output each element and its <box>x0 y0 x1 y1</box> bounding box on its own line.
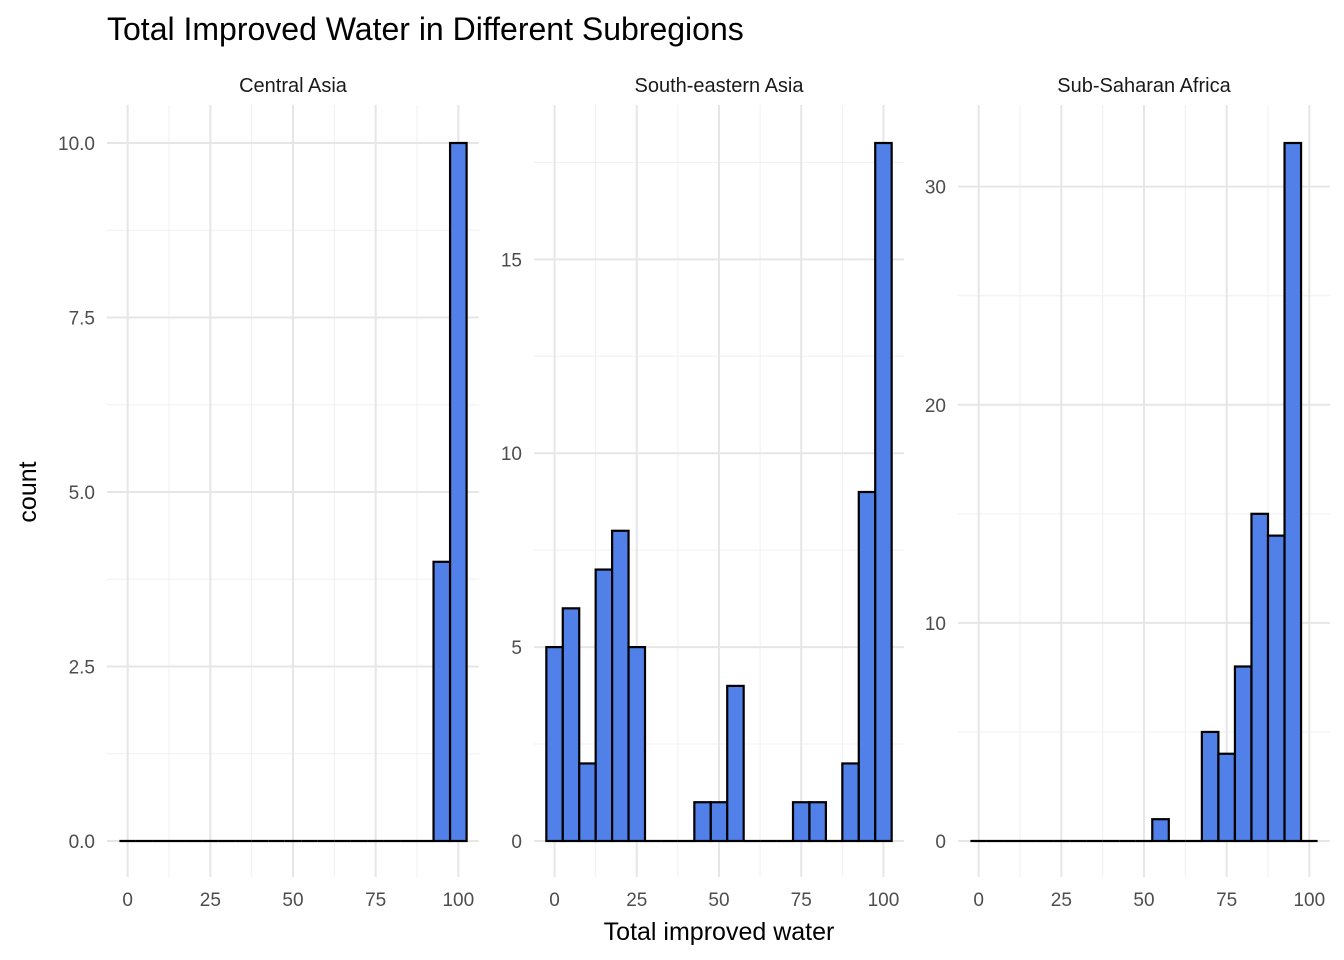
y-tick-label: 30 <box>925 178 946 199</box>
x-tick-label: 0 <box>122 890 133 911</box>
histogram-bar <box>841 762 860 843</box>
histogram-bar <box>448 141 468 843</box>
x-tick-label: 25 <box>1051 890 1072 911</box>
x-tick-label: 100 <box>868 890 900 911</box>
histogram-bar <box>874 141 893 843</box>
histogram-bar <box>1283 141 1303 843</box>
facet-strip-label: Sub-Saharan Africa <box>1057 75 1231 97</box>
x-tick-label: 75 <box>1216 890 1237 911</box>
facet-strip-label: Central Asia <box>239 75 348 97</box>
histogram-bar <box>561 607 581 843</box>
y-tick-label: 0 <box>935 832 946 853</box>
histogram-bar <box>578 762 597 843</box>
y-tick-label: 10.0 <box>58 134 95 155</box>
x-tick-label: 75 <box>365 890 386 911</box>
chart-title: Total Improved Water in Different Subreg… <box>107 11 744 47</box>
x-tick-label: 75 <box>791 890 812 911</box>
histogram-bar <box>1151 818 1170 843</box>
y-tick-label: 0.0 <box>69 832 95 853</box>
histogram-bar <box>726 684 745 843</box>
histogram-bar <box>1217 752 1237 843</box>
y-tick-label: 20 <box>925 396 946 417</box>
x-tick-label: 25 <box>626 890 647 911</box>
histogram-bar <box>1266 534 1286 843</box>
x-tick-label: 50 <box>708 890 729 911</box>
facet-strip-label: South-eastern Asia <box>635 75 805 97</box>
histogram-bar <box>594 568 614 843</box>
histogram-bar <box>611 529 630 843</box>
histogram-bar <box>545 646 564 843</box>
histogram-bar <box>857 490 877 843</box>
histogram-bar <box>791 801 811 843</box>
panel-sub-saharan-africa: Sub-Saharan Africa 0 10 20 30 0 25 50 75 100 <box>925 75 1330 911</box>
x-tick-label: 25 <box>200 890 221 911</box>
y-tick-label: 2.5 <box>69 658 95 679</box>
x-tick-label: 50 <box>1133 890 1154 911</box>
x-tick-label: 50 <box>282 890 303 911</box>
panel-south-eastern-asia: South-eastern Asia 0 5 10 15 0 25 50 75 100 <box>501 75 904 911</box>
y-tick-label: 15 <box>501 250 522 271</box>
y-tick-label: 0 <box>511 832 522 853</box>
histogram-bar <box>432 560 452 843</box>
histogram-bar <box>693 801 712 843</box>
y-tick-label: 10 <box>925 614 946 635</box>
histogram-bar <box>1200 730 1220 843</box>
x-tick-label: 100 <box>442 890 474 911</box>
histogram-bar <box>709 801 729 843</box>
x-tick-label: 0 <box>973 890 984 911</box>
histogram-bar <box>1250 512 1270 843</box>
histogram-bar <box>1233 665 1253 843</box>
y-tick-label: 5.0 <box>69 483 95 504</box>
x-tick-label: 0 <box>549 890 560 911</box>
y-tick-label: 5 <box>511 638 522 659</box>
y-tick-label: 7.5 <box>69 309 95 330</box>
panel-central-asia: Central Asia 0.0 2.5 5.0 7.5 10.0 0 25 50 75 100 <box>58 75 479 911</box>
x-tick-label: 100 <box>1293 890 1325 911</box>
histogram-bar <box>808 801 827 843</box>
histogram-bar <box>627 646 647 843</box>
x-axis-title: Total improved water <box>604 918 835 946</box>
y-tick-label: 10 <box>501 444 522 465</box>
y-axis-title: count <box>14 461 42 522</box>
